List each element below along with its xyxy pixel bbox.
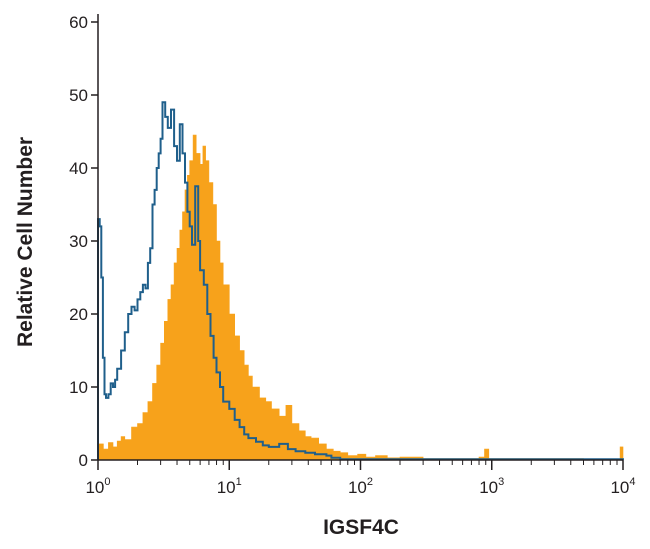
x-tick-label: 102 [348,476,373,497]
y-tick-label: 10 [69,378,88,397]
y-axis-title: Relative Cell Number [14,137,37,347]
y-tick-label: 30 [69,232,88,251]
x-tick-label: 103 [479,476,504,497]
y-tick-label: 0 [79,451,88,470]
x-tick-label: 100 [85,476,110,497]
y-tick-label: 20 [69,305,88,324]
plot-area [97,101,624,461]
control-histogram [97,101,624,461]
y-tick-label: 50 [69,86,88,105]
y-tick-label: 60 [69,13,88,32]
sample-histogram [97,134,624,461]
x-tick-label: 101 [217,476,242,497]
x-tick-label: 104 [610,476,635,497]
y-tick-label: 40 [69,159,88,178]
axes: 0 10 20 30 40 50 60 100 101 102 103 104 [69,13,635,497]
x-axis-title: IGSF4C [323,516,399,539]
